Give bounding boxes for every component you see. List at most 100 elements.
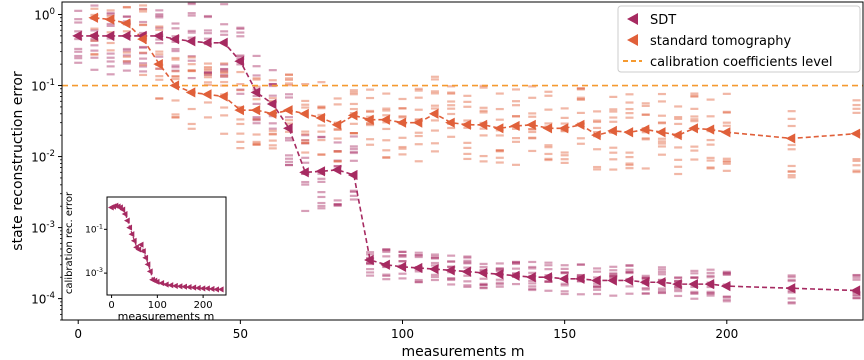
inset-data-point-sdt [181,283,187,290]
inset-data-point-sdt [213,286,220,293]
legend-label-calibration-level: calibration coefficients level [650,55,833,70]
data-point-standard-tomography [477,119,488,130]
legend-label-sdt: SDT [650,13,676,28]
data-point-standard-tomography [283,105,293,116]
inset-data-point-sdt [146,268,153,275]
data-point-sdt [218,37,228,48]
data-point-standard-tomography [461,119,471,130]
data-point-standard-tomography [185,87,196,98]
inset-data-point-sdt [199,285,206,292]
data-point-sdt [250,87,261,98]
data-point-sdt [283,123,293,134]
inset-data-point-sdt [185,284,192,291]
data-point-standard-tomography [299,108,309,119]
legend-box [617,5,861,73]
data-point-sdt [153,30,163,41]
inset-data-point-sdt [190,284,197,291]
data-point-standard-tomography [364,114,374,125]
data-point-sdt [526,272,536,283]
data-point-standard-tomography [720,127,731,138]
main-chart: 0 50 100 150 200 100 10-1 10-2 10-3 10-4 measure… [10,1,864,360]
main-x-tick-label: 100 [391,327,414,341]
inset-y-tick-label: 10-3 [85,266,103,279]
data-point-standard-tomography [558,123,569,134]
data-point-sdt [510,270,520,281]
data-point-sdt [185,36,196,47]
data-point-sdt [672,279,682,290]
data-point-standard-tomography [88,12,99,23]
main-x-axis-label: measurements m [401,344,524,360]
data-point-sdt [364,254,374,266]
data-point-standard-tomography [623,127,634,138]
data-point-standard-tomography [785,133,796,144]
inset-y-tick-label: 10-1 [85,222,103,235]
main-y-axis-label: state reconstruction error [10,71,26,251]
data-point-standard-tomography [510,120,520,132]
main-y-tick-label: 10-1 [31,78,55,93]
data-point-standard-tomography [104,14,115,25]
inset-x-ticks: 0 100 200 [108,295,213,311]
data-point-sdt [623,275,634,286]
inset-x-axis-label: measurements m [118,310,215,323]
main-x-ticks: 0 50 100 150 200 [74,320,738,341]
data-point-sdt [412,262,423,274]
data-point-standard-tomography [428,108,439,119]
main-y-tick-label: 10-3 [31,220,55,235]
data-point-sdt [299,167,309,178]
inset-data-point-sdt [162,281,169,288]
data-point-sdt [720,281,731,292]
data-point-sdt [169,34,180,45]
data-point-sdt [461,266,471,277]
data-point-sdt [558,273,569,284]
inset-y-axis-label: calibration rec. error [64,191,75,294]
data-point-standard-tomography [201,89,212,100]
data-point-standard-tomography [574,119,585,130]
data-point-standard-tomography [234,105,244,116]
data-point-standard-tomography [591,130,601,141]
data-point-sdt [331,164,342,175]
data-point-standard-tomography [445,117,455,128]
main-x-tick-label: 150 [553,327,576,341]
inset-data-point-sdt [119,206,126,213]
data-point-standard-tomography [266,108,277,119]
inset-data-point-sdt [130,237,137,244]
inset-chart: 0 100 200 10-1 10-3 measurements m calibrat… [64,191,227,323]
main-x-tick-label: 200 [715,327,738,341]
data-point-sdt [574,273,585,284]
data-point-sdt [120,30,131,41]
inset-data-point-sdt [123,217,130,224]
data-point-standard-tomography [331,119,342,130]
inset-data-point-sdt [153,278,160,285]
data-point-standard-tomography [526,119,536,130]
main-x-tick-label: 50 [233,327,248,341]
data-point-sdt [704,279,715,290]
data-point-sdt [201,37,212,48]
inset-data-point-sdt [176,283,183,290]
data-point-sdt [234,56,244,67]
legend: SDT standard tomography calibration coef… [617,5,861,73]
legend-entry-calibration-level: calibration coefficients level [623,55,833,70]
data-point-sdt [428,264,439,275]
data-point-standard-tomography [250,105,261,116]
data-point-sdt [396,261,407,272]
inset-data-point-sdt [217,286,224,293]
data-point-standard-tomography [169,80,180,91]
data-point-sdt [542,272,553,283]
data-point-sdt [104,30,115,41]
data-point-standard-tomography [493,123,504,134]
data-point-standard-tomography [688,123,698,134]
data-point-standard-tomography [639,124,650,135]
inset-data-point-sdt [158,280,165,287]
inset-data-point-sdt [204,285,210,292]
data-point-standard-tomography [655,127,666,138]
inset-data-point-sdt [128,231,135,238]
data-point-standard-tomography [347,110,358,121]
inset-data-point-sdt [140,248,146,255]
inset-data-point-sdt [208,285,215,292]
inset-data-point-sdt [167,282,174,289]
data-point-sdt [72,30,82,41]
data-point-standard-tomography [542,123,553,134]
inset-series [107,202,224,293]
inset-data-point-sdt [126,224,133,231]
